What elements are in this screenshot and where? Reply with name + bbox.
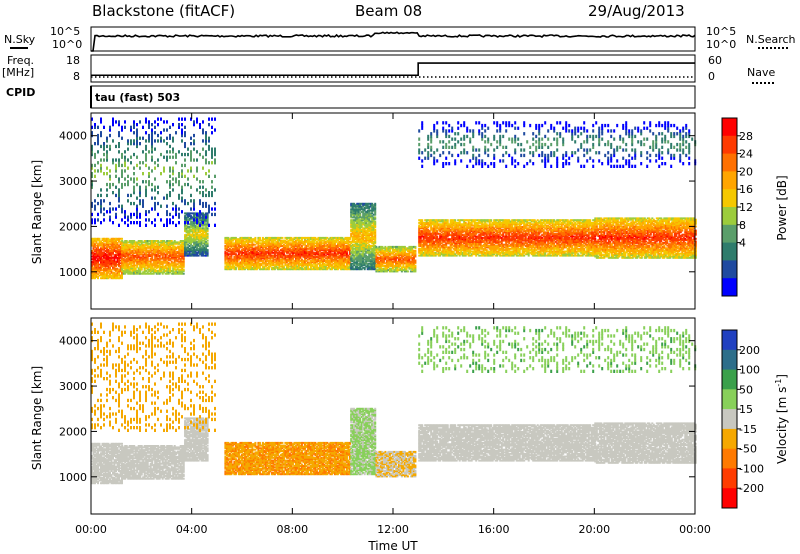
- freq-panel: [91, 55, 695, 82]
- rti-plot: 4000300020001000 4000300020001000 00:00 0…: [0, 0, 800, 554]
- power-cell: [207, 240, 209, 242]
- noise-sky-line: [91, 32, 695, 51]
- noise-panel: [91, 27, 695, 51]
- power-cell: [183, 273, 185, 275]
- power-cell: [207, 242, 209, 244]
- freq-line: [91, 63, 695, 75]
- noise-panel-frame: [91, 27, 695, 51]
- power-cell: [207, 249, 209, 251]
- power-cell: [99, 238, 101, 240]
- power-cell: [121, 238, 123, 240]
- power-scatter: [91, 118, 697, 280]
- freq-panel-frame: [91, 55, 695, 82]
- power-cell: [183, 269, 185, 271]
- power-cell: [207, 233, 209, 235]
- power-cell: [207, 227, 209, 229]
- cpid-panel-frame: [91, 86, 695, 108]
